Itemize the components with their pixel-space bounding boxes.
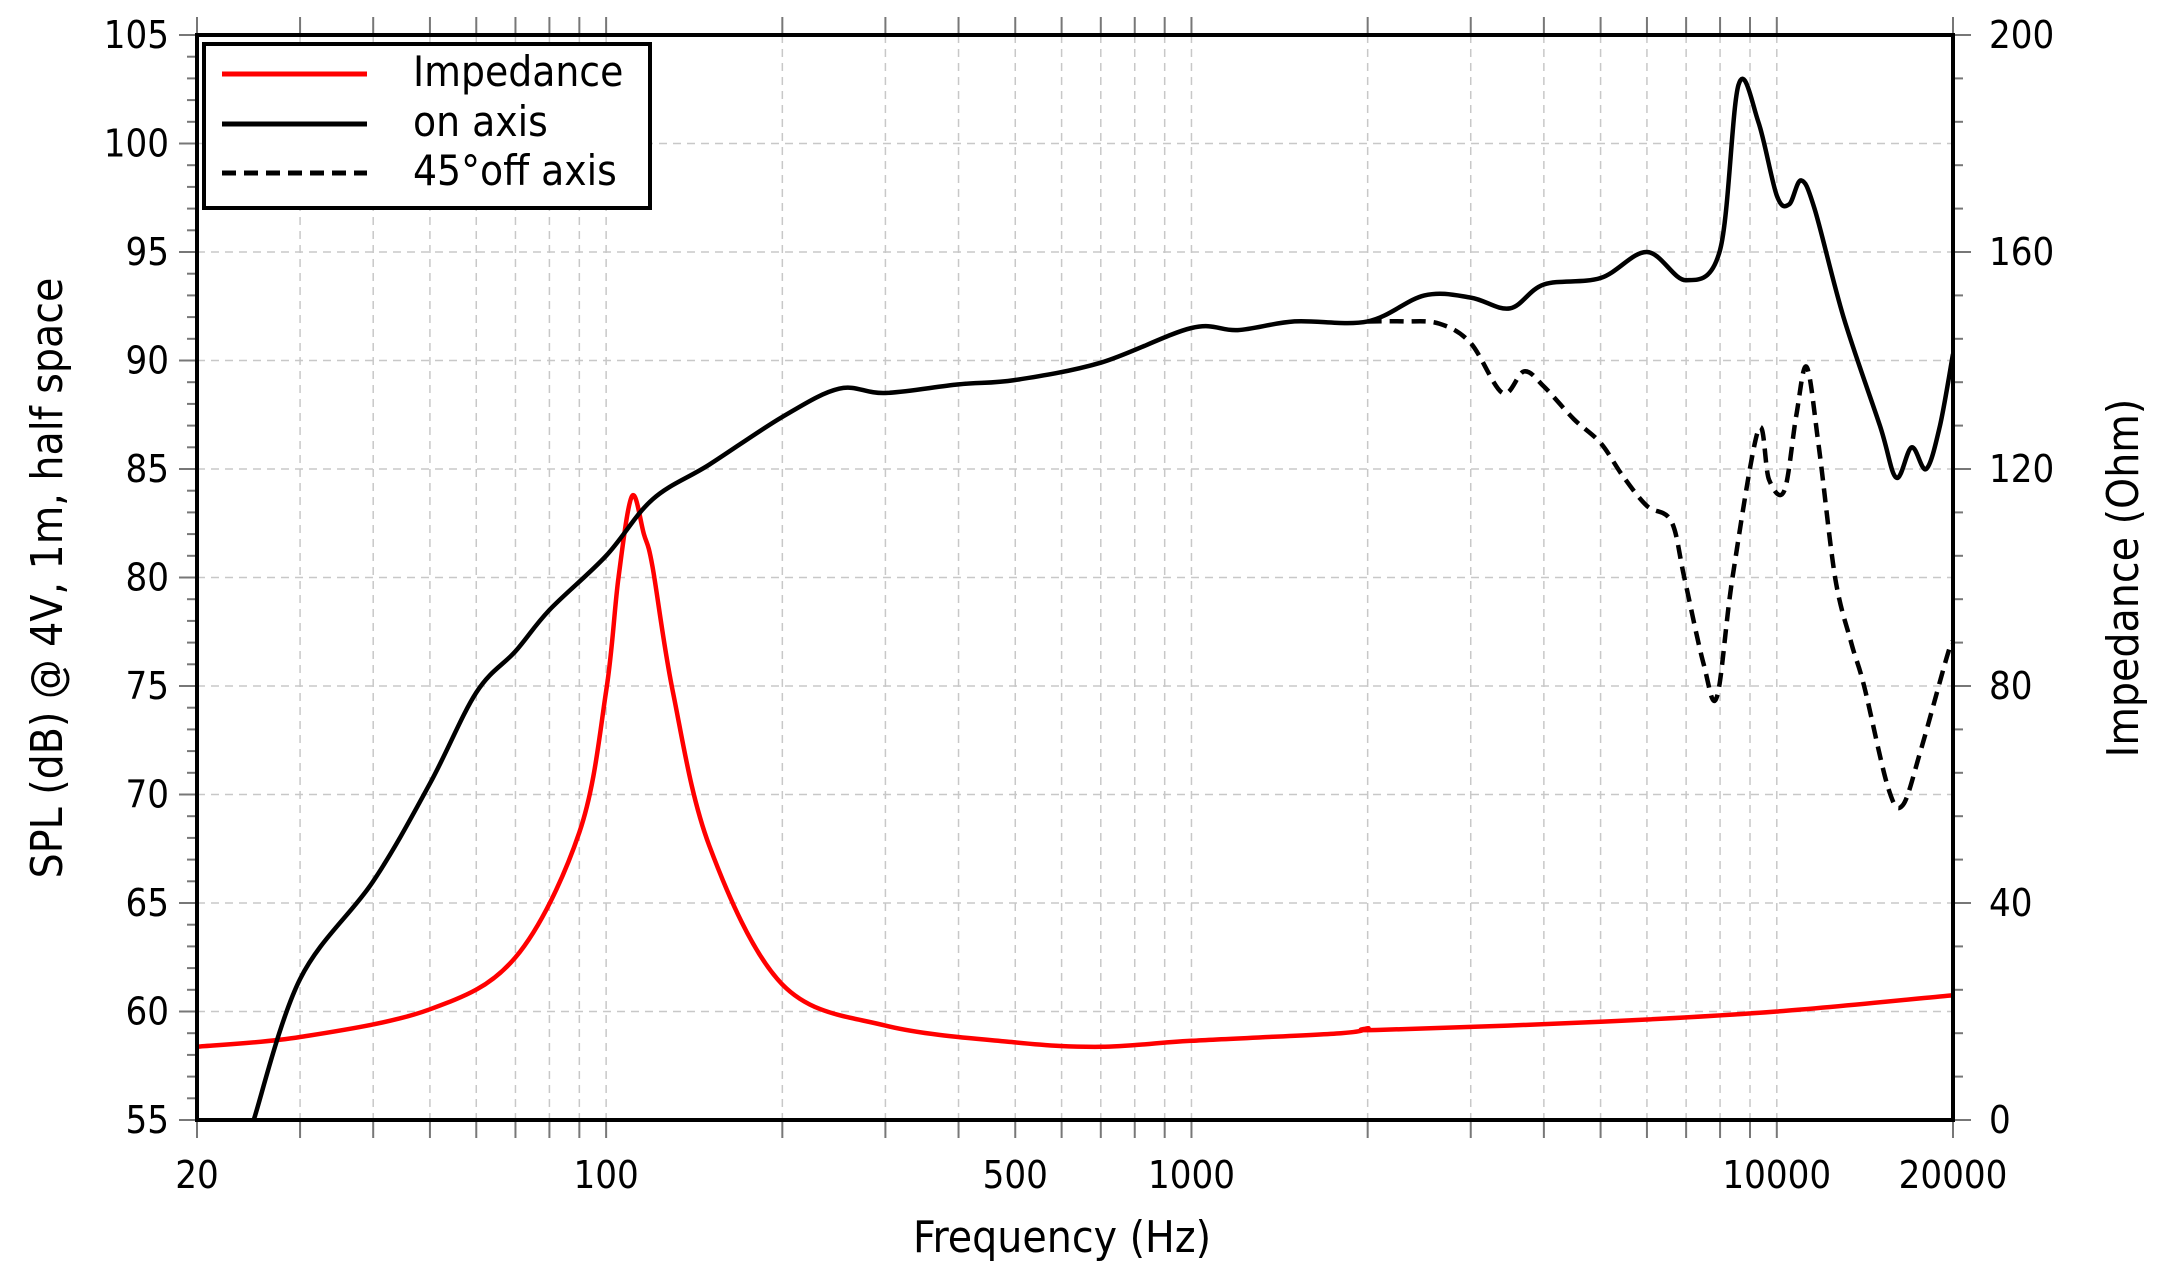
grid: [197, 35, 1953, 1120]
plot-frame: [195, 33, 1955, 1122]
y2-tick-label: 200: [1989, 13, 2054, 57]
legend: Impedance on axis 45°off axis: [202, 42, 652, 210]
series-lines: [197, 76, 1953, 1120]
y-tick-label: 85: [126, 447, 170, 491]
y2-tick-label: 40: [1989, 881, 2033, 925]
y-tick-label: 100: [104, 122, 169, 166]
y2-axis-title: Impedance (Ohm): [2098, 399, 2149, 758]
y2-tick-label: 120: [1989, 447, 2054, 491]
series-line-impedance: [197, 492, 1953, 1050]
legend-label-impedance: Impedance: [413, 47, 623, 96]
y-tick-label: 65: [126, 881, 170, 925]
y-tick-label: 105: [104, 13, 169, 57]
tick-labels: 20 100 500 1000 10000 20000556065707580859095…: [104, 13, 2055, 1197]
y2-tick-label: 80: [1989, 664, 2033, 708]
x-tick-label: 100: [574, 1153, 639, 1197]
y-tick-label: 90: [126, 339, 170, 383]
y-tick-label: 55: [126, 1098, 170, 1142]
y2-tick-label: 160: [1989, 230, 2054, 274]
x-tick-label: 20000: [1899, 1153, 2008, 1197]
series-line-on-axis: [251, 76, 1953, 1120]
legend-label-on-axis: on axis: [413, 97, 548, 146]
x-axis-title: Frequency (Hz): [913, 1212, 1211, 1263]
x-tick-label: 10000: [1722, 1153, 1831, 1197]
y-tick-label: 60: [126, 990, 170, 1034]
series-line-45-off-axis: [1367, 319, 1953, 811]
y2-tick-label: 0: [1989, 1098, 2011, 1142]
x-tick-label: 1000: [1148, 1153, 1235, 1197]
x-tick-label: 500: [983, 1153, 1048, 1197]
y-axis-title: SPL (dB) @ 4V, 1m, half space: [22, 278, 73, 879]
legend-label-off-axis: 45°off axis: [413, 146, 617, 195]
y-tick-label: 95: [126, 230, 170, 274]
y-tick-label: 80: [126, 556, 170, 600]
x-tick-label: 20: [175, 1153, 219, 1197]
y-tick-label: 70: [126, 773, 170, 817]
y-tick-label: 75: [126, 664, 170, 708]
